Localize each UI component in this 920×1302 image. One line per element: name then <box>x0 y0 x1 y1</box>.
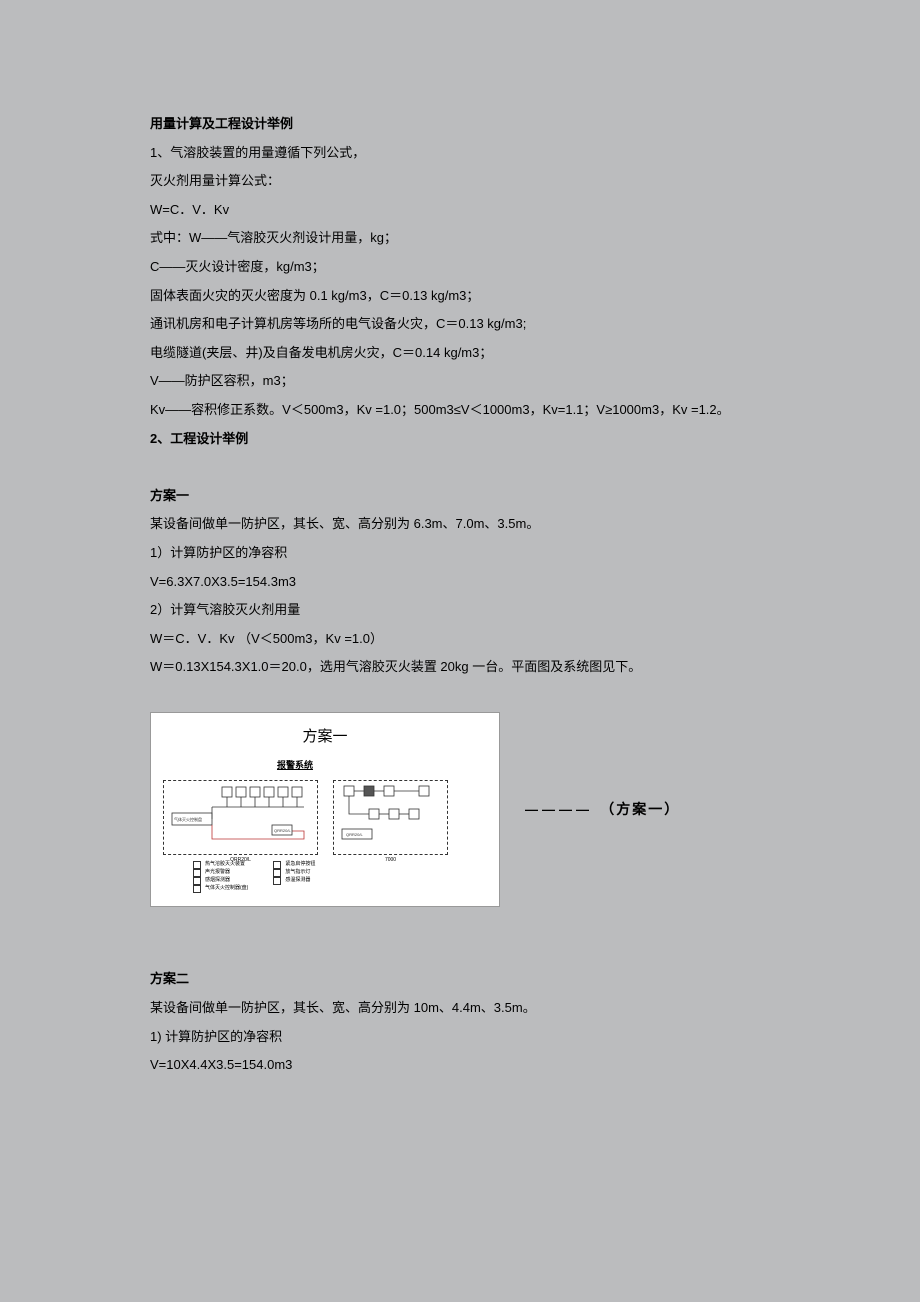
legend-item: 声光报警器 <box>205 869 230 877</box>
density-solid: 固体表面火灾的灭火密度为 0.1 kg/m3，C＝0.13 kg/m3； <box>150 282 770 311</box>
plan2-desc: 某设备间做单一防护区，其长、宽、高分别为 10m、4.4m、3.5m。 <box>150 994 770 1023</box>
diagram-title: 方案一 <box>163 721 487 754</box>
legend-item: 放气指示灯 <box>285 869 310 877</box>
diagram-inner: 气体灭火控制盘 QRR20/L QRR20/L <box>163 780 487 855</box>
param-c: C——灭火设计密度，kg/m3； <box>150 253 770 282</box>
left-schematic-panel: 气体灭火控制盘 QRR20/L QRR20/L <box>163 780 318 855</box>
intro-line: 1、气溶胶装置的用量遵循下列公式， <box>150 139 770 168</box>
legend-item: 感烟探测器 <box>205 877 230 885</box>
plan1-desc: 某设备间做单一防护区，其长、宽、高分别为 6.3m、7.0m、3.5m。 <box>150 510 770 539</box>
plan1-step1-label: 1）计算防护区的净容积 <box>150 539 770 568</box>
density-cable: 电缆隧道(夹层、井)及自备发电机房火灾，C＝0.14 kg/m3； <box>150 339 770 368</box>
density-elec: 通讯机房和电子计算机房等场所的电气设备火灾，C＝0.13 kg/m3; <box>150 310 770 339</box>
param-v: V——防护区容积，m3； <box>150 367 770 396</box>
left-bottom-label: QRR20/L <box>230 855 251 866</box>
param-w: 式中：W——气溶胶灭火剂设计用量，kg； <box>150 224 770 253</box>
document-content: 用量计算及工程设计举例 1、气溶胶装置的用量遵循下列公式， 灭火剂用量计算公式：… <box>150 110 770 1080</box>
legend-item: 紧急启停按钮 <box>285 861 315 869</box>
diagram-box: 方案一 报警系统 气体灭火控制盘 <box>150 712 500 907</box>
svg-text:QRR20/L: QRR20/L <box>346 832 363 837</box>
svg-text:QRR20/L: QRR20/L <box>274 828 291 833</box>
diagram-subtitle: 报警系统 <box>103 756 487 776</box>
diagram-container: 方案一 报警系统 气体灭火控制盘 <box>150 712 770 907</box>
page-title: 用量计算及工程设计举例 <box>150 110 770 139</box>
legend-item: 感温探测器 <box>285 877 310 885</box>
right-bottom-label: 7000 <box>385 855 396 866</box>
plan2-step1-label: 1) 计算防护区的净容积 <box>150 1023 770 1052</box>
plan1-step2-formula: W＝C．V．Kv （V＜500m3，Kv =1.0） <box>150 625 770 654</box>
plan1-title: 方案一 <box>150 482 770 511</box>
diagram-side-label: ———— （方案一） <box>525 794 680 825</box>
plan1-step2-result: W＝0.13X154.3X1.0＝20.0，选用气溶胶灭火装置 20kg 一台。… <box>150 653 770 682</box>
right-schematic-panel: QRR20/L 7000 <box>333 780 448 855</box>
legend-col-right: 紧急启停按钮 放气指示灯 感温探测器 <box>273 861 315 893</box>
section2-title: 2、工程设计举例 <box>150 425 770 454</box>
plan1-step1-calc: V=6.3X7.0X3.5=154.3m3 <box>150 568 770 597</box>
formula: W=C．V．Kv <box>150 196 770 225</box>
param-kv: Kv——容积修正系数。V＜500m3，Kv =1.0；500m3≤V＜1000m… <box>150 396 770 425</box>
formula-label: 灭火剂用量计算公式： <box>150 167 770 196</box>
plan2-step1-calc: V=10X4.4X3.5=154.0m3 <box>150 1051 770 1080</box>
plan2-title: 方案二 <box>150 965 770 994</box>
legend-item: 气体灭火控制器(盘) <box>205 885 248 893</box>
svg-text:气体灭火控制盘: 气体灭火控制盘 <box>174 816 202 822</box>
plan1-step2-label: 2）计算气溶胶灭火剂用量 <box>150 596 770 625</box>
